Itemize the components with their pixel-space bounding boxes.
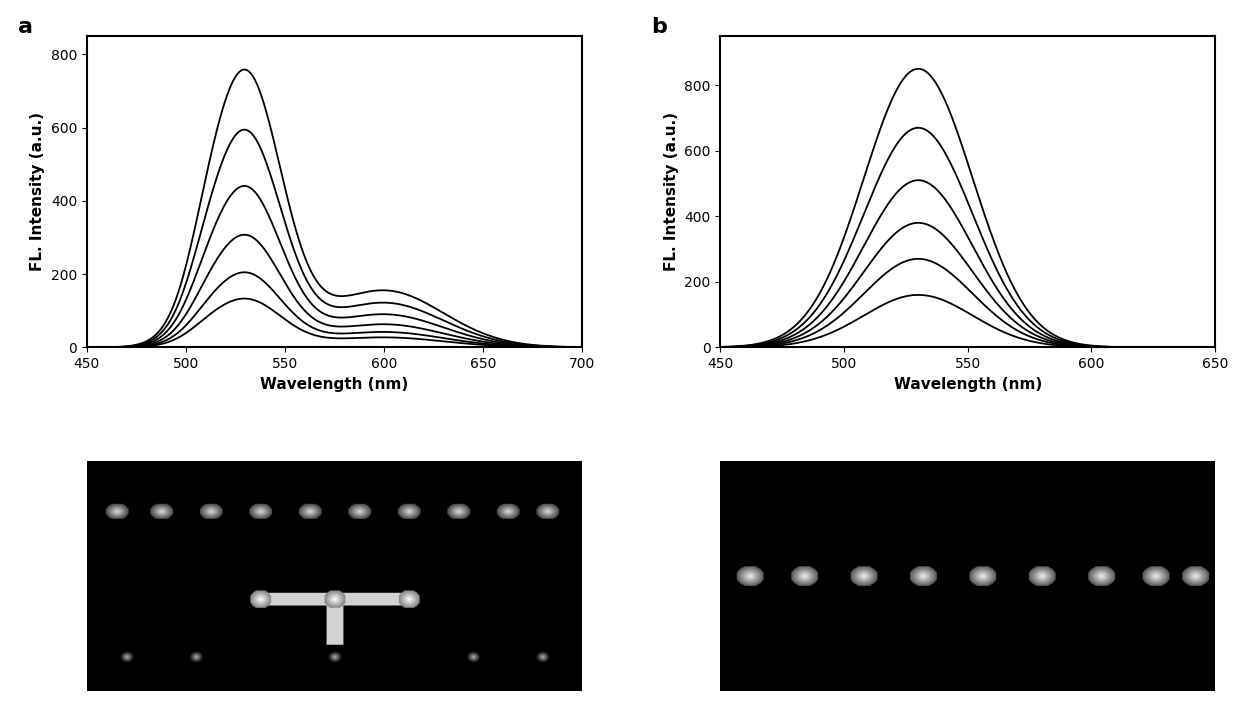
X-axis label: Wavelength (nm): Wavelength (nm) xyxy=(260,377,408,392)
Y-axis label: FL. Intensity (a.u.): FL. Intensity (a.u.) xyxy=(30,112,45,271)
Text: b: b xyxy=(651,17,667,37)
Y-axis label: FL. Intensity (a.u.): FL. Intensity (a.u.) xyxy=(663,112,678,271)
X-axis label: Wavelength (nm): Wavelength (nm) xyxy=(894,377,1042,392)
Text: a: a xyxy=(17,17,32,37)
